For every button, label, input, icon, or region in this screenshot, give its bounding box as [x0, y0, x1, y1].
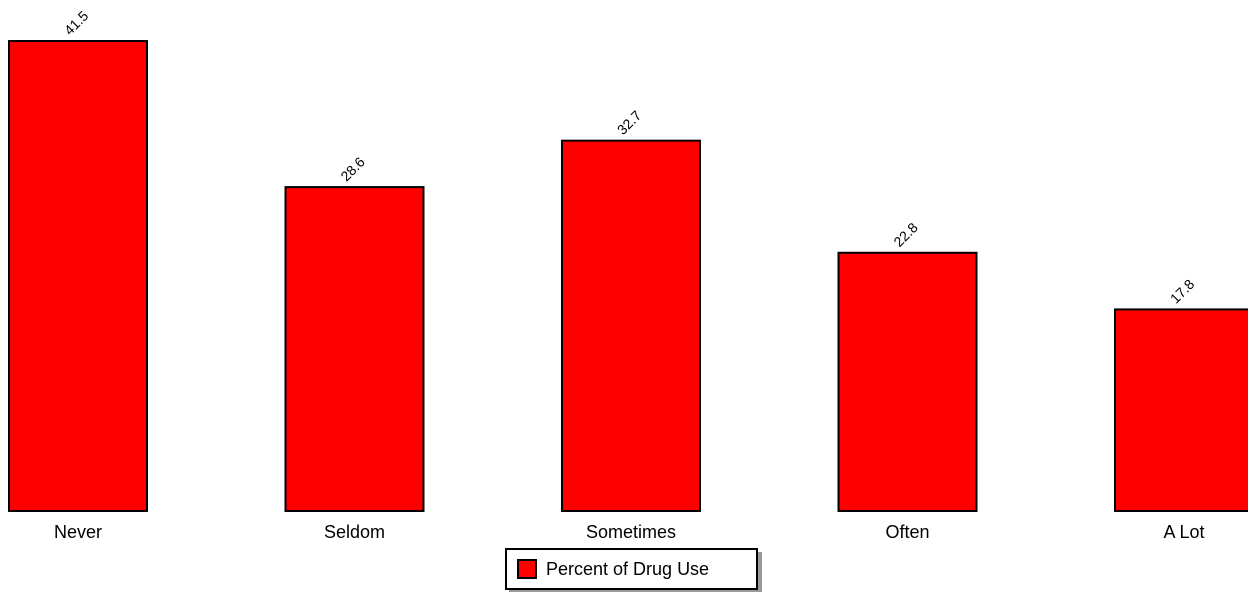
legend-label: Percent of Drug Use: [546, 558, 710, 579]
bar-a-lot: [1114, 308, 1248, 512]
category-labels-group: Never Seldom Sometimes Often A Lot: [54, 522, 1205, 542]
value-label-often: 22.8: [890, 219, 921, 250]
value-label-never: 41.5: [61, 7, 92, 38]
legend: Percent of Drug Use: [505, 548, 758, 590]
value-label-a-lot: 17.8: [1167, 276, 1198, 307]
bars-group: [8, 40, 1248, 513]
category-label-often: Often: [885, 522, 929, 542]
bar-sometimes: [561, 139, 701, 512]
bar-never: [8, 40, 148, 512]
bar-seldom: [284, 186, 425, 513]
legend-swatch: [517, 559, 537, 579]
category-label-seldom: Seldom: [324, 522, 385, 542]
category-label-sometimes: Sometimes: [586, 522, 676, 542]
category-label-never: Never: [54, 522, 102, 542]
bar-often: [837, 251, 978, 512]
value-label-sometimes: 32.7: [614, 107, 645, 138]
value-label-seldom: 28.6: [337, 153, 368, 184]
category-label-a-lot: A Lot: [1163, 522, 1204, 542]
bar-chart: 41.5 28.6 32.7 22.8 17.8 Never Seldom Sometime…: [8, 7, 1248, 542]
